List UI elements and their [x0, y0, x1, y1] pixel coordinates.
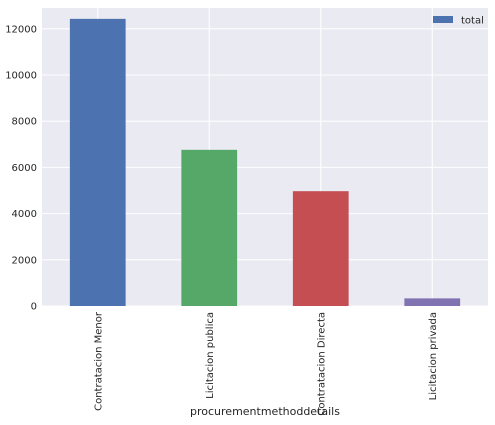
x-axis-label: procurementmethoddetails — [190, 405, 340, 418]
y-tick-label: 8000 — [12, 117, 37, 128]
y-tick-label: 10000 — [5, 70, 37, 81]
y-tick-label: 2000 — [12, 255, 37, 266]
x-tick-label: Contratacion Menor — [93, 311, 104, 411]
y-tick-label: 0 — [31, 302, 37, 313]
x-tick-label: Licitacion privada — [428, 312, 439, 400]
bar — [181, 149, 238, 306]
bar — [404, 298, 461, 306]
legend-label: total — [461, 16, 484, 27]
y-axis-ticks: 0 2000 4000 6000 8000 10000 12000 — [5, 24, 37, 312]
x-axis-ticks: Contratacion Menor Licitacion publica Cont… — [93, 311, 439, 416]
bars — [69, 18, 461, 307]
x-tick-label: Contratacion Directa — [316, 312, 327, 416]
x-tick-label: Licitacion publica — [205, 312, 216, 399]
y-tick-label: 6000 — [12, 163, 37, 174]
legend: total — [433, 16, 484, 27]
y-tick-label: 4000 — [12, 209, 37, 220]
legend-swatch — [433, 16, 453, 23]
bar — [292, 191, 349, 306]
bar — [69, 18, 126, 307]
y-tick-label: 12000 — [5, 24, 37, 35]
